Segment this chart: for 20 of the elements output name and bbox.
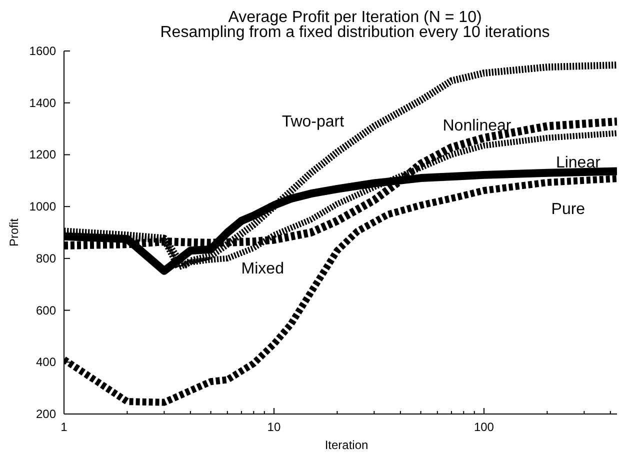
- x-tick-label: 10: [267, 420, 281, 434]
- y-tick-label: 1600: [29, 44, 56, 58]
- y-tick-label: 200: [36, 407, 56, 421]
- chart-title: Average Profit per Iteration (N = 10): [228, 9, 482, 26]
- y-tick-label: 1200: [29, 148, 56, 162]
- y-tick-label: 400: [36, 355, 56, 370]
- y-tick-label: 1000: [29, 200, 56, 214]
- y-tick-label: 600: [36, 303, 56, 318]
- series-label: Nonlinear: [442, 117, 512, 134]
- series-label: Linear: [556, 154, 602, 172]
- series-label: Mixed: [241, 260, 284, 278]
- x-tick-label: 1: [60, 420, 68, 434]
- y-axis-title: Profit: [7, 218, 21, 247]
- y-tick-label: 1400: [29, 96, 56, 110]
- series-label: Two-part: [282, 113, 345, 130]
- x-tick-label: 100: [474, 420, 494, 434]
- chart-subtitle: Resampling from a fixed distribution every 10 iterations: [160, 24, 550, 41]
- y-tick-label: 800: [36, 251, 56, 266]
- x-axis-title: Iteration: [324, 438, 368, 452]
- series-label: Pure: [551, 200, 586, 218]
